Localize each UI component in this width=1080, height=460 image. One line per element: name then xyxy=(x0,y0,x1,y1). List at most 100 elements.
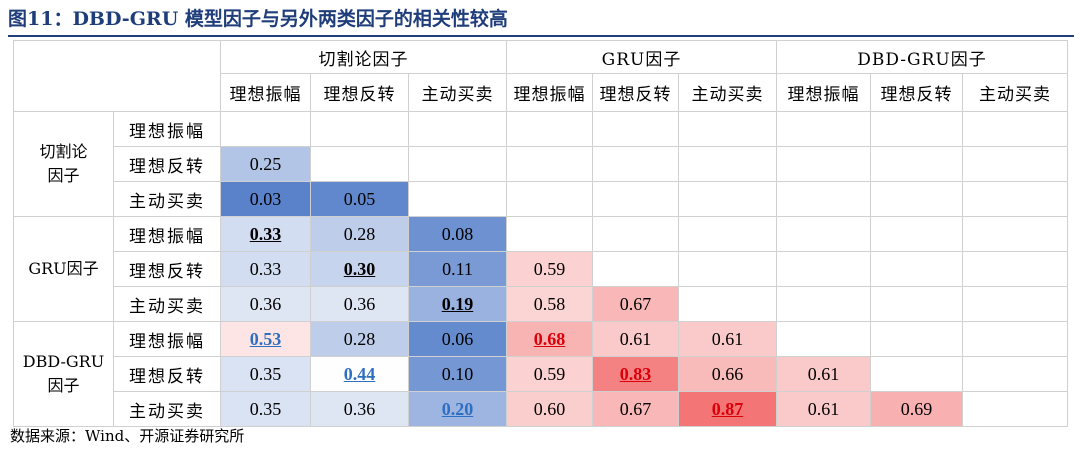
correlation-value: 0.67 xyxy=(619,398,652,419)
table-row: 主动买卖 0.35 0.36 0.20 0.60 0.67 0.87 0.61 0.69 xyxy=(14,391,1068,427)
correlation-cell: 0.61 xyxy=(776,356,871,392)
row-group-header: DBD-GRU 因子 xyxy=(13,321,114,427)
empty-cell xyxy=(408,111,507,147)
col-sub-header: 理想振幅 xyxy=(776,73,871,112)
correlation-value: 0.19 xyxy=(441,293,474,314)
empty-cell xyxy=(962,251,1068,287)
correlation-value: 0.87 xyxy=(711,398,744,419)
empty-cell xyxy=(870,286,963,322)
header-corner xyxy=(13,40,221,112)
row-group-header: GRU因子 xyxy=(13,216,114,322)
table-row: 主动买卖 0.36 0.36 0.19 0.58 0.67 xyxy=(14,286,1068,322)
empty-cell xyxy=(776,216,871,252)
figure-title: 图11：DBD-GRU 模型因子与另外两类因子的相关性较高 xyxy=(8,8,508,30)
row-label: 主动买卖 xyxy=(113,391,221,427)
header-row-groups: 切割论因子 GRU因子 DBD-GRU因子 xyxy=(13,40,1068,112)
empty-cell xyxy=(776,111,871,147)
correlation-value: 0.61 xyxy=(619,328,652,349)
correlation-value: 0.28 xyxy=(343,328,376,349)
header-row-subs: 理想振幅 理想反转 主动买卖 理想振幅 理想反转 主动买卖 理想振幅 理想反转 … xyxy=(14,73,1068,112)
correlation-value: 0.44 xyxy=(343,363,376,384)
title-rule xyxy=(8,35,1074,37)
table-row: 理想反转 0.25 xyxy=(14,146,1068,182)
correlation-cell: 0.53 xyxy=(220,321,311,357)
empty-cell xyxy=(962,286,1068,322)
correlation-value: 0.66 xyxy=(711,363,744,384)
correlation-value: 0.28 xyxy=(343,223,376,244)
correlation-cell: 0.87 xyxy=(678,391,777,427)
empty-cell xyxy=(678,111,777,147)
correlation-value: 0.03 xyxy=(249,188,282,209)
correlation-value: 0.33 xyxy=(249,223,282,244)
empty-cell xyxy=(592,251,679,287)
row-label: 理想反转 xyxy=(113,356,221,392)
empty-cell xyxy=(870,321,963,357)
correlation-cell: 0.67 xyxy=(592,391,679,427)
empty-cell xyxy=(870,251,963,287)
correlation-cell: 0.10 xyxy=(408,356,507,392)
row-label: 理想振幅 xyxy=(113,111,221,147)
empty-cell xyxy=(506,181,593,217)
correlation-value: 0.36 xyxy=(343,398,376,419)
empty-cell xyxy=(506,111,593,147)
empty-cell xyxy=(870,216,963,252)
correlation-cell: 0.20 xyxy=(408,391,507,427)
empty-cell xyxy=(776,286,871,322)
correlation-cell: 0.33 xyxy=(220,251,311,287)
empty-cell xyxy=(962,356,1068,392)
correlation-value: 0.30 xyxy=(343,258,376,279)
correlation-cell: 0.36 xyxy=(220,286,311,322)
correlation-value: 0.06 xyxy=(441,328,474,349)
empty-cell xyxy=(310,111,409,147)
empty-cell xyxy=(962,391,1068,427)
correlation-value: 0.35 xyxy=(249,363,282,384)
empty-cell xyxy=(870,111,963,147)
empty-cell xyxy=(962,146,1068,182)
correlation-cell: 0.33 xyxy=(220,216,311,252)
table-row: 主动买卖 0.03 0.05 xyxy=(14,181,1068,217)
correlation-value: 0.25 xyxy=(249,153,282,174)
empty-cell xyxy=(506,146,593,182)
correlation-value: 0.35 xyxy=(249,398,282,419)
correlation-value: 0.53 xyxy=(249,328,282,349)
correlation-cell: 0.28 xyxy=(310,321,409,357)
correlation-value: 0.83 xyxy=(619,363,652,384)
empty-cell xyxy=(962,321,1068,357)
empty-cell xyxy=(776,321,871,357)
col-sub-header: 主动买卖 xyxy=(962,73,1068,112)
col-sub-header: 理想反转 xyxy=(592,73,679,112)
table-row: 切割论 因子 理想振幅 xyxy=(13,111,1068,217)
correlation-cell: 0.19 xyxy=(408,286,507,322)
correlation-cell: 0.05 xyxy=(310,181,409,217)
correlation-cell: 0.69 xyxy=(870,391,963,427)
correlation-cell: 0.61 xyxy=(592,321,679,357)
table-row: DBD-GRU 因子 理想振幅 0.53 0.28 0.06 0.68 0.61 0.6… xyxy=(13,321,1068,427)
empty-cell xyxy=(962,216,1068,252)
col-sub-header: 主动买卖 xyxy=(408,73,507,112)
empty-cell xyxy=(962,111,1068,147)
empty-cell xyxy=(776,251,871,287)
correlation-cell: 0.28 xyxy=(310,216,409,252)
correlation-cell: 0.35 xyxy=(220,356,311,392)
row-label: 主动买卖 xyxy=(113,286,221,322)
table-row: 理想反转 0.35 0.44 0.10 0.59 0.83 0.66 0.61 xyxy=(14,356,1068,392)
correlation-value: 0.59 xyxy=(533,363,566,384)
empty-cell xyxy=(870,356,963,392)
row-label: 主动买卖 xyxy=(113,181,221,217)
correlation-cell: 0.58 xyxy=(506,286,593,322)
correlation-cell: 0.30 xyxy=(310,251,409,287)
empty-cell xyxy=(506,216,593,252)
empty-cell xyxy=(678,251,777,287)
correlation-cell: 0.60 xyxy=(506,391,593,427)
empty-cell xyxy=(776,146,871,182)
correlation-value: 0.68 xyxy=(533,328,566,349)
correlation-cell: 0.08 xyxy=(408,216,507,252)
empty-cell xyxy=(220,111,311,147)
correlation-cell: 0.11 xyxy=(408,251,507,287)
correlation-value: 0.61 xyxy=(807,398,840,419)
correlation-cell: 0.66 xyxy=(678,356,777,392)
empty-cell xyxy=(592,146,679,182)
source-note: 数据来源：Wind、开源证券研究所 xyxy=(10,427,245,445)
correlation-value: 0.08 xyxy=(441,223,474,244)
correlation-value: 0.36 xyxy=(249,293,282,314)
